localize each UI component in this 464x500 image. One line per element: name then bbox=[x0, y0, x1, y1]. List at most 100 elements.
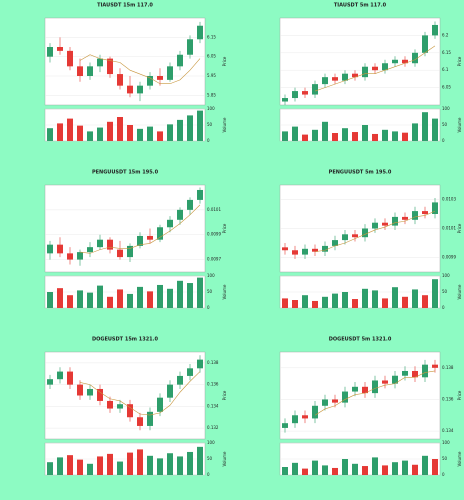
volume-bar bbox=[432, 118, 438, 141]
volume-axis-label: Volume bbox=[222, 117, 227, 132]
moving-average-line bbox=[79, 371, 201, 416]
volume-bar bbox=[412, 289, 418, 308]
candle-body bbox=[342, 73, 348, 81]
candle-body bbox=[97, 388, 103, 401]
volume-bar bbox=[392, 462, 398, 475]
volume-bar bbox=[282, 131, 288, 141]
volume-bar bbox=[137, 128, 143, 141]
candle-body bbox=[107, 58, 113, 75]
volume-bar bbox=[402, 460, 408, 475]
candle-body bbox=[312, 248, 318, 252]
volume-bar bbox=[177, 280, 183, 308]
candle-body bbox=[137, 235, 143, 246]
volume-bar bbox=[97, 127, 103, 141]
y-tick-label: 6.2 bbox=[442, 32, 449, 37]
volume-bar bbox=[332, 133, 338, 141]
candle-body bbox=[392, 216, 398, 226]
candle-body bbox=[432, 24, 438, 36]
moving-average-line bbox=[314, 210, 436, 252]
y-axis-label: Price bbox=[457, 390, 462, 400]
candle-body bbox=[422, 364, 428, 378]
candle-body bbox=[412, 370, 418, 378]
volume-bar bbox=[372, 133, 378, 141]
volume-bar bbox=[322, 121, 328, 141]
volume-bar bbox=[332, 467, 338, 475]
candle-body bbox=[312, 84, 318, 95]
candle-body bbox=[292, 250, 298, 255]
y-tick-label: 0.0101 bbox=[207, 207, 221, 212]
candle-body bbox=[422, 35, 428, 53]
y-tick-label: 0.134 bbox=[207, 403, 219, 408]
volume-bar bbox=[77, 459, 83, 475]
candle-body bbox=[77, 252, 83, 260]
candle-body bbox=[187, 368, 193, 376]
volume-bar bbox=[392, 131, 398, 141]
candle-body bbox=[432, 202, 438, 214]
candle-body bbox=[127, 245, 133, 258]
candle-body bbox=[177, 54, 183, 67]
candle-body bbox=[322, 245, 328, 252]
volume-bar bbox=[322, 296, 328, 308]
volume-bar bbox=[197, 446, 203, 475]
volume-bar bbox=[137, 449, 143, 475]
volume-bar bbox=[167, 453, 173, 475]
volume-bar bbox=[127, 293, 133, 308]
y-tick-label: 6.15 bbox=[442, 50, 451, 55]
candle-body bbox=[332, 240, 338, 246]
volume-bar bbox=[117, 117, 123, 141]
volume-bar bbox=[292, 126, 298, 141]
volume-bar bbox=[422, 455, 428, 475]
candle-body bbox=[352, 386, 358, 392]
candle-body bbox=[292, 91, 298, 99]
volume-bar bbox=[342, 459, 348, 475]
volume-bar bbox=[382, 129, 388, 141]
y-tick-label: 0.0099 bbox=[207, 232, 221, 237]
candle-body bbox=[107, 239, 113, 250]
volume-tick-label: 0 bbox=[442, 305, 445, 310]
chart-title: TIAUSDT 15m 117.0 bbox=[97, 3, 153, 9]
y-axis-label: Price bbox=[222, 56, 227, 66]
candle-body bbox=[47, 47, 53, 57]
volume-bar bbox=[362, 125, 368, 141]
volume-bar bbox=[107, 296, 113, 308]
volume-bar bbox=[402, 296, 408, 308]
volume-bar bbox=[87, 131, 93, 141]
volume-bar bbox=[157, 458, 163, 475]
volume-bar bbox=[67, 295, 73, 308]
candle-body bbox=[167, 66, 173, 80]
candle-body bbox=[117, 249, 123, 258]
candle-body bbox=[177, 209, 183, 220]
candle-body bbox=[412, 211, 418, 220]
candle-body bbox=[402, 216, 408, 220]
candle-body bbox=[67, 371, 73, 385]
candle-body bbox=[322, 77, 328, 85]
candle-body bbox=[372, 66, 378, 71]
candle-body bbox=[87, 247, 93, 253]
volume-bar bbox=[47, 462, 53, 475]
volume-bar bbox=[392, 287, 398, 308]
volume-bar bbox=[312, 300, 318, 308]
candle-body bbox=[322, 399, 328, 406]
candle-body bbox=[127, 404, 133, 418]
candle-body bbox=[137, 85, 143, 94]
volume-bar bbox=[187, 451, 193, 475]
volume-bar bbox=[197, 277, 203, 308]
candle-body bbox=[147, 411, 153, 426]
volume-bar bbox=[177, 119, 183, 141]
y-axis-label: Price bbox=[222, 223, 227, 233]
volume-bar bbox=[362, 288, 368, 308]
volume-bar bbox=[107, 121, 113, 141]
volume-bar bbox=[372, 457, 378, 475]
y-tick-label: 5.85 bbox=[207, 92, 216, 97]
candle-body bbox=[157, 227, 163, 240]
volume-bar bbox=[147, 291, 153, 308]
volume-bar bbox=[352, 299, 358, 308]
candle-body bbox=[352, 73, 358, 78]
y-tick-label: 5.95 bbox=[207, 73, 216, 78]
volume-bar bbox=[127, 125, 133, 141]
y-tick-label: 0.134 bbox=[442, 428, 454, 433]
candle-body bbox=[362, 386, 368, 394]
y-tick-label: 0.136 bbox=[207, 382, 219, 387]
moving-average-line bbox=[79, 54, 201, 85]
candle-body bbox=[87, 388, 93, 396]
